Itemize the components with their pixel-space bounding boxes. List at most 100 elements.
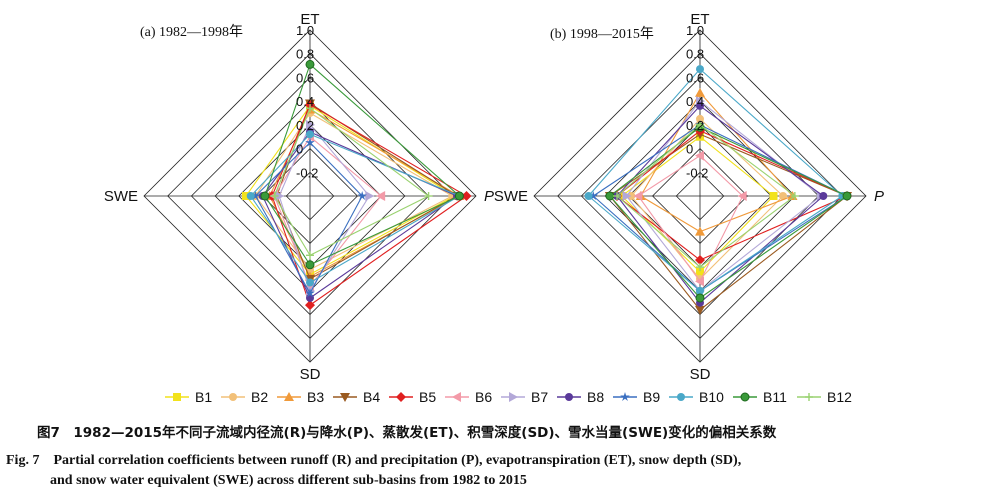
data-point-b8-sd — [306, 293, 314, 302]
tick-label: -0.2 — [296, 165, 318, 180]
data-point-b11-p — [842, 191, 852, 201]
data-point-b5-p — [461, 191, 472, 201]
data-point-b12-et — [696, 120, 704, 129]
data-point-b10-sd — [306, 278, 314, 287]
axis-label-et: ET — [300, 11, 319, 28]
data-point-b1-p — [769, 192, 778, 200]
legend-marker-b1 — [173, 393, 181, 401]
axis-label-p: P — [874, 188, 884, 205]
data-point-b9-sd — [305, 288, 315, 298]
data-point-b10-swe — [246, 192, 255, 200]
data-point-b7-swe — [275, 191, 285, 201]
tick-label: 0.4 — [686, 94, 704, 109]
chart-title: (b) 1998—2015年 — [550, 26, 654, 42]
legend-label-b8: B8 — [587, 389, 604, 405]
axis-label-swe: SWE — [494, 188, 528, 205]
data-point-b9-p — [357, 191, 367, 200]
tick-label: 0.8 — [686, 47, 704, 62]
data-point-b12-p — [790, 192, 799, 200]
radar-chart-a: 1.0 0.8 0.6 0.4 0.2 0 -0.2 ET P SD SWE (a) 1982—199… — [104, 11, 494, 383]
data-point-b3-et — [695, 87, 705, 97]
legend-label-b7: B7 — [531, 389, 548, 405]
data-point-b3-sd — [695, 226, 705, 236]
caption-english-line-1: Fig. 7 Partial correlation coefficients … — [6, 453, 742, 468]
data-point-b2-et — [696, 114, 704, 123]
data-point-b7-p — [365, 191, 375, 201]
legend-marker-b3 — [284, 392, 294, 401]
legend-label-b2: B2 — [251, 389, 268, 405]
data-point-b5-sd — [305, 300, 315, 311]
data-point-b7-swe — [622, 191, 632, 201]
data-point-b12-swe — [270, 192, 279, 200]
caption-chinese: 图7 1982—2015年不同子流域内径流(R)与降水(P)、蒸散发(ET)、积… — [37, 425, 777, 441]
data-point-b7-et — [306, 119, 315, 130]
data-point-b12-swe — [613, 192, 621, 200]
data-point-b11-sd — [305, 260, 315, 270]
axis-label-p: P — [484, 188, 494, 205]
tick-label: 1.0 — [296, 23, 314, 38]
tick-label: 0 — [686, 142, 693, 157]
data-point-b10-et — [306, 130, 314, 139]
legend-label-b9: B9 — [643, 389, 660, 405]
tick-label: 0.6 — [686, 70, 704, 85]
data-point-b1-swe — [241, 192, 250, 200]
figure-canvas: 1.0 0.8 0.6 0.4 0.2 0 -0.2 ET P SD SWE (a) 1982—199… — [104, 11, 884, 405]
data-point-b11-swe — [605, 191, 615, 201]
data-point-b9-swe — [250, 191, 261, 200]
legend-label-b4: B4 — [363, 389, 380, 405]
legend-marker-b9 — [620, 392, 630, 401]
axis-label-sd: SD — [690, 366, 711, 383]
tick-label: 0 — [296, 142, 303, 157]
data-point-b11-sd — [695, 293, 705, 303]
legend-marker-b8 — [565, 393, 573, 401]
data-point-b8-p — [819, 192, 828, 200]
caption-english-line-2: and snow water equivalent (SWE) across d… — [50, 473, 527, 488]
legend-label-b5: B5 — [419, 389, 436, 405]
data-point-b9-et — [305, 137, 315, 147]
legend-marker-b12 — [805, 393, 813, 401]
tick-label: 0.6 — [296, 70, 314, 85]
axis-label-swe: SWE — [104, 188, 138, 205]
legend-marker-b2 — [229, 393, 237, 401]
axis-label-et: ET — [690, 11, 709, 28]
tick-label: 0.8 — [296, 47, 314, 62]
axis-label-sd: SD — [300, 366, 321, 383]
tick-label: -0.2 — [686, 165, 708, 180]
legend-label-b6: B6 — [475, 389, 492, 405]
data-point-b8-et — [696, 101, 704, 110]
legend: B1 B2 B3 B4 B5 B6 B7 B8 B9 B10 B11 B12 — [165, 389, 852, 405]
data-point-b6-swe — [633, 191, 643, 201]
data-point-b10-sd — [696, 286, 704, 295]
legend-marker-b5 — [396, 392, 406, 402]
tick-label: 0.2 — [686, 118, 704, 133]
data-point-b10-swe — [584, 192, 593, 200]
data-point-b6-et — [695, 150, 704, 161]
data-point-b11-et — [305, 59, 315, 69]
tick-label: 0.4 — [296, 94, 314, 109]
legend-label-b3: B3 — [307, 389, 324, 405]
legend-marker-b4 — [340, 393, 350, 402]
data-point-b4-sd — [695, 305, 705, 315]
data-point-b1-sd — [696, 267, 704, 276]
legend-marker-b11 — [740, 392, 750, 402]
data-point-b5-sd — [695, 255, 705, 266]
legend-marker-b6 — [452, 392, 461, 402]
data-point-b11-swe — [260, 191, 270, 201]
data-point-b12-et — [306, 104, 314, 113]
series-line-b8 — [616, 105, 825, 304]
data-point-b12-p — [424, 192, 433, 200]
data-point-b6-p — [737, 191, 747, 201]
chart-title: (a) 1982—1998年 — [140, 24, 243, 40]
legend-label-b11: B11 — [763, 389, 787, 405]
legend-label-b1: B1 — [195, 389, 212, 405]
tick-label: 0.2 — [296, 118, 314, 133]
data-point-b6-p — [376, 191, 386, 201]
legend-label-b10: B10 — [699, 389, 724, 405]
legend-label-b12: B12 — [827, 389, 852, 405]
legend-marker-b7 — [509, 392, 518, 402]
data-point-b11-p — [454, 191, 464, 201]
radar-chart-b: 1.0 0.8 0.6 0.4 0.2 0 -0.2 ET P SD SWE (b) 1998—201… — [494, 11, 884, 383]
data-point-b12-sd — [696, 263, 704, 272]
data-point-b6-sd — [695, 276, 704, 287]
data-point-b9-swe — [588, 191, 598, 200]
